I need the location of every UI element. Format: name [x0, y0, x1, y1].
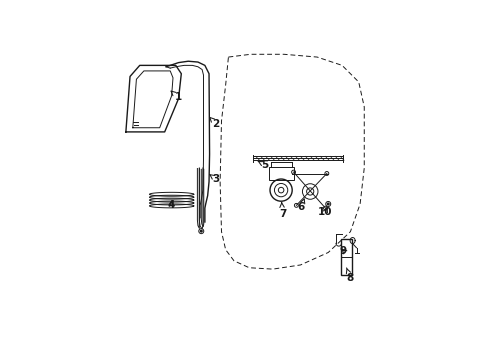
Text: 4: 4	[167, 201, 175, 210]
Text: 2: 2	[209, 117, 219, 129]
Text: 3: 3	[209, 174, 219, 184]
Text: 10: 10	[318, 207, 332, 217]
Text: 7: 7	[278, 203, 285, 219]
Circle shape	[327, 203, 328, 205]
Text: 6: 6	[297, 199, 304, 212]
Text: 9: 9	[339, 246, 346, 256]
Text: 5: 5	[258, 159, 267, 170]
Circle shape	[200, 230, 202, 232]
Text: 8: 8	[346, 268, 353, 283]
Text: 1: 1	[171, 91, 181, 102]
